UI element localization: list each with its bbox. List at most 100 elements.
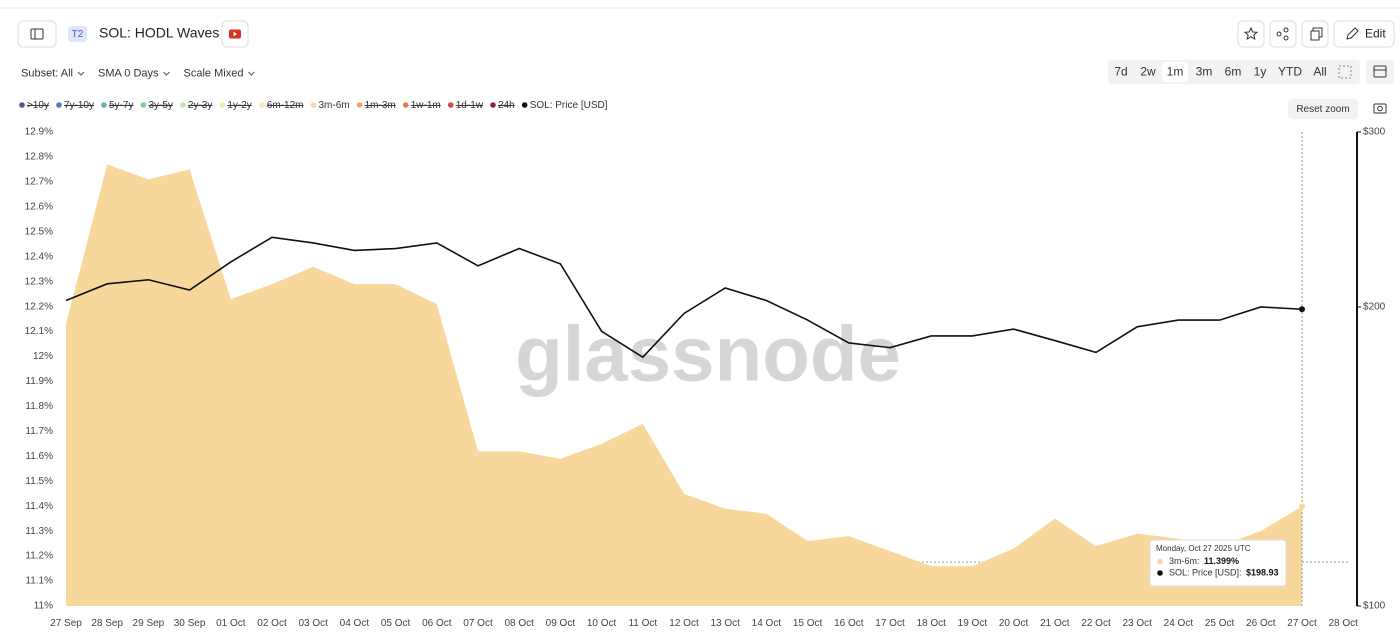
reset-zoom-button[interactable] bbox=[1288, 99, 1358, 119]
legend-dot bbox=[447, 102, 454, 108]
x-tick-label: 17 Oct bbox=[875, 618, 905, 629]
range-button[interactable]: 3m bbox=[1196, 65, 1213, 79]
x-tick-label: 05 Oct bbox=[381, 618, 411, 629]
zoom-select-icon[interactable] bbox=[1338, 65, 1352, 79]
x-tick-label: 24 Oct bbox=[1164, 618, 1194, 629]
x-tick-label: 09 Oct bbox=[546, 618, 576, 629]
selector-chevron bbox=[77, 71, 85, 76]
legend-entry[interactable]: 1w-1m bbox=[411, 100, 441, 111]
legend-dot bbox=[521, 102, 528, 108]
tooltip-label: SOL: Price [USD]: bbox=[1169, 567, 1244, 577]
legend-entry[interactable]: 2y-3y bbox=[188, 100, 212, 111]
share-button[interactable] bbox=[1269, 20, 1297, 48]
legend-dot bbox=[356, 102, 363, 108]
hover-point bbox=[1299, 503, 1305, 510]
selector-label[interactable]: Scale Mixed bbox=[184, 67, 244, 79]
x-tick-label: 14 Oct bbox=[752, 618, 782, 629]
legend-dot bbox=[490, 102, 496, 108]
range-button[interactable]: 1m bbox=[1167, 65, 1184, 79]
share-icon bbox=[1283, 27, 1289, 33]
x-tick-label: 19 Oct bbox=[958, 618, 988, 629]
x-tick-label: 28 Oct bbox=[1328, 618, 1358, 629]
y-tick-label: 12.5% bbox=[25, 226, 53, 237]
legend-dot bbox=[19, 102, 25, 108]
tier-badge-text: T2 bbox=[72, 29, 84, 40]
y-tick-label: 11.2% bbox=[25, 551, 53, 562]
tooltip-date: Monday, Oct 27 2025 UTC bbox=[1156, 544, 1251, 553]
y-tick-label: 11.5% bbox=[25, 476, 53, 487]
range-button[interactable]: 6m bbox=[1225, 65, 1242, 79]
sidebar-icon bbox=[30, 28, 44, 40]
legend-dot bbox=[219, 102, 226, 108]
x-tick-label: 22 Oct bbox=[1081, 618, 1111, 629]
y-tick-label: 12.2% bbox=[25, 301, 53, 312]
edit-button[interactable] bbox=[1333, 20, 1395, 48]
camera-icon[interactable] bbox=[1373, 103, 1387, 114]
legend-entry[interactable]: 24h bbox=[498, 100, 515, 111]
legend-dot bbox=[310, 102, 317, 108]
x-tick-label: 07 Oct bbox=[463, 618, 493, 629]
x-tick-label: 04 Oct bbox=[340, 618, 370, 629]
legend-entry[interactable]: 1y-2y bbox=[227, 100, 251, 111]
legend-entry[interactable]: 7y-10y bbox=[64, 100, 94, 111]
calendar-icon bbox=[1373, 65, 1387, 78]
y2-tick-label: $300 bbox=[1363, 127, 1386, 138]
favorite-button[interactable] bbox=[1237, 20, 1265, 48]
selector-chevron bbox=[248, 71, 255, 76]
copy-button[interactable] bbox=[1301, 20, 1329, 48]
x-tick-label: 01 Oct bbox=[216, 618, 246, 629]
legend-entry[interactable]: >10y bbox=[27, 100, 49, 111]
tooltip-box bbox=[1149, 539, 1287, 587]
legend-entry[interactable]: 1d-1w bbox=[456, 100, 484, 111]
range-button[interactable]: 2w bbox=[1140, 65, 1156, 79]
tooltip-dot bbox=[1157, 570, 1163, 576]
legend-dot bbox=[402, 102, 409, 108]
x-tick-label: 18 Oct bbox=[916, 618, 946, 629]
y-tick-label: 12% bbox=[33, 351, 53, 362]
share-icon bbox=[1276, 31, 1282, 37]
legend-entry[interactable]: 5y-7y bbox=[109, 100, 133, 111]
edit-icon bbox=[1346, 27, 1359, 40]
x-tick-label: 21 Oct bbox=[1040, 618, 1070, 629]
legend-dot bbox=[180, 102, 186, 108]
y2-tick-label: $100 bbox=[1363, 601, 1386, 612]
x-tick-label: 20 Oct bbox=[999, 618, 1029, 629]
x-tick-label: 03 Oct bbox=[298, 618, 328, 629]
y-tick-label: 11.3% bbox=[25, 526, 53, 537]
calendar-button[interactable] bbox=[1366, 60, 1394, 84]
legend-entry[interactable]: 3y-5y bbox=[148, 100, 172, 111]
x-tick-label: 29 Sep bbox=[133, 618, 165, 629]
y-tick-label: 12.9% bbox=[25, 127, 53, 138]
video-icon-play bbox=[233, 31, 237, 37]
x-tick-label: 26 Oct bbox=[1246, 618, 1276, 629]
x-tick-label: 27 Oct bbox=[1287, 618, 1317, 629]
legend-entry[interactable]: SOL: Price [USD] bbox=[530, 100, 608, 111]
x-tick-label: 27 Sep bbox=[50, 618, 82, 629]
share-icon bbox=[1283, 35, 1289, 41]
y-tick-label: 11.1% bbox=[25, 576, 53, 587]
legend-entry[interactable]: 3m-6m bbox=[318, 100, 349, 111]
tier-badge bbox=[68, 26, 87, 42]
selector-label[interactable]: SMA 0 Days bbox=[98, 67, 159, 79]
selector-label[interactable]: Subset: All bbox=[21, 67, 73, 79]
range-button[interactable]: All bbox=[1313, 65, 1326, 79]
legend-entry[interactable]: 1m-3m bbox=[365, 100, 396, 111]
range-button[interactable]: 1y bbox=[1254, 65, 1267, 79]
y-tick-label: 11.8% bbox=[25, 401, 53, 412]
x-tick-label: 08 Oct bbox=[504, 618, 534, 629]
y-tick-label: 11% bbox=[34, 601, 53, 612]
legend-entry[interactable]: 6m-12m bbox=[267, 100, 304, 111]
x-tick-label: 11 Oct bbox=[628, 618, 657, 629]
tooltip-label: 3m-6m: bbox=[1169, 556, 1202, 566]
x-tick-label: 28 Sep bbox=[91, 618, 123, 629]
legend-dot bbox=[56, 102, 62, 108]
sidebar-button[interactable] bbox=[17, 20, 57, 48]
x-tick-label: 13 Oct bbox=[710, 618, 740, 629]
x-tick-label: 10 Oct bbox=[587, 618, 617, 629]
range-button[interactable]: YTD bbox=[1278, 65, 1302, 79]
legend-dot bbox=[101, 102, 107, 108]
watermark: glassnode bbox=[515, 310, 901, 398]
area bbox=[66, 164, 1302, 606]
range-button[interactable]: 7d bbox=[1114, 65, 1127, 79]
